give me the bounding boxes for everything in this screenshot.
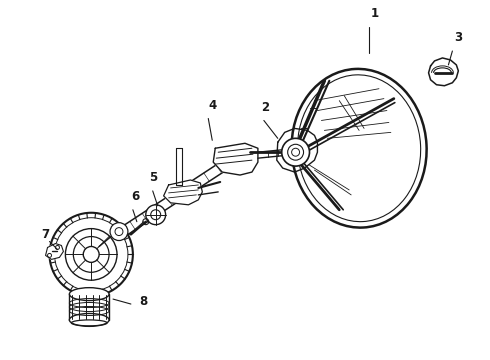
Polygon shape xyxy=(164,180,202,205)
Ellipse shape xyxy=(292,69,427,228)
Polygon shape xyxy=(213,143,258,175)
Text: 3: 3 xyxy=(454,31,463,44)
Polygon shape xyxy=(97,151,243,252)
Text: 2: 2 xyxy=(261,100,269,113)
Text: 7: 7 xyxy=(42,228,49,240)
Circle shape xyxy=(49,213,133,296)
Ellipse shape xyxy=(70,314,109,327)
Polygon shape xyxy=(277,129,318,172)
Circle shape xyxy=(110,223,128,240)
Ellipse shape xyxy=(70,288,109,301)
Circle shape xyxy=(282,138,310,166)
Text: 6: 6 xyxy=(131,190,139,203)
Text: 5: 5 xyxy=(149,171,157,184)
Polygon shape xyxy=(46,243,63,260)
Text: 1: 1 xyxy=(371,7,379,20)
Text: 4: 4 xyxy=(208,99,217,112)
Polygon shape xyxy=(429,58,458,86)
Text: 8: 8 xyxy=(139,295,147,308)
Circle shape xyxy=(146,205,166,225)
